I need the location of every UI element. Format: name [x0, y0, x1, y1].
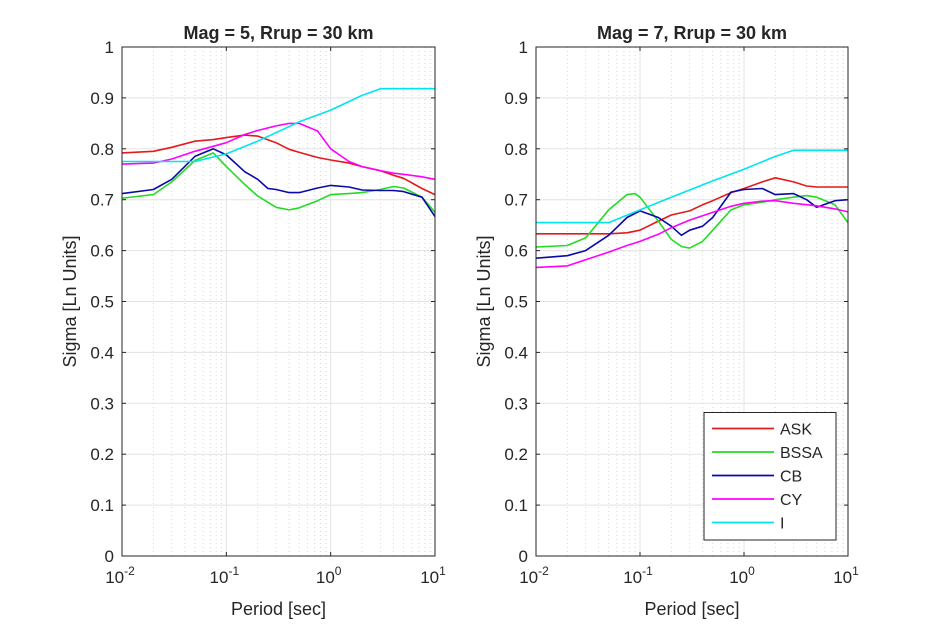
- y-tick-label: 0.5: [504, 293, 528, 312]
- chart-title: Mag = 7, Rrup = 30 km: [597, 23, 787, 43]
- chart-panel-2: 0 0.1 0.2 0.3 0.4 0.5 0.6 0.7 0.8 0.9 1 10-2 10-1 100…: [474, 23, 859, 619]
- y-tick-label: 0.8: [504, 140, 528, 159]
- y-tick-label: 0.8: [90, 140, 114, 159]
- x-axis-label: Period [sec]: [644, 599, 739, 619]
- x-tick-label: 10-1: [210, 564, 240, 587]
- y-tick-label: 0.6: [504, 242, 528, 261]
- y-tick-label: 0.2: [90, 445, 114, 464]
- x-tick-label: 101: [833, 564, 859, 587]
- y-tick-label: 0.7: [90, 191, 114, 210]
- y-tick-label: 0.7: [504, 191, 528, 210]
- series-line-cy: [536, 199, 848, 269]
- y-tick-label: 0.3: [504, 394, 528, 413]
- y-tick-label: 1: [519, 38, 528, 57]
- legend-label-bssa: BSSA: [780, 445, 823, 462]
- y-tick-label: 1: [105, 38, 114, 57]
- legend-label-cy: CY: [780, 492, 803, 509]
- series-line-ask: [122, 134, 435, 196]
- y-tick-label: 0.6: [90, 242, 114, 261]
- series-line-cb: [122, 148, 435, 217]
- y-tick-label: 0.4: [90, 343, 114, 362]
- x-tick-label: 10-2: [519, 564, 549, 587]
- y-tick-label: 0.9: [504, 89, 528, 108]
- y-axis-label: Sigma [Ln Units]: [474, 235, 494, 367]
- series-line-ask: [536, 177, 848, 235]
- legend-label-i: I: [780, 516, 784, 533]
- series-line-bssa: [122, 152, 435, 213]
- chart-title: Mag = 5, Rrup = 30 km: [183, 23, 373, 43]
- y-tick-label: 0: [519, 547, 528, 566]
- y-tick-label: 0.1: [504, 496, 528, 515]
- x-tick-label: 10-2: [105, 564, 135, 587]
- legend: ASK BSSA CB CY I: [703, 412, 837, 541]
- y-tick-label: 0.1: [90, 496, 114, 515]
- y-tick-label: 0.2: [504, 445, 528, 464]
- legend-label-cb: CB: [780, 469, 802, 486]
- series-line-i: [536, 149, 848, 224]
- y-tick-label: 0.5: [90, 293, 114, 312]
- series-line-i: [122, 87, 435, 163]
- x-tick-label: 10-1: [623, 564, 653, 587]
- x-tick-label: 101: [420, 564, 446, 587]
- x-axis-label: Period [sec]: [231, 599, 326, 619]
- x-tick-label: 100: [729, 564, 755, 587]
- y-tick-label: 0: [105, 547, 114, 566]
- chart-panel-1: 0 0.1 0.2 0.3 0.4 0.5 0.6 0.7 0.8 0.9 1 10-2 10-1 100…: [60, 23, 446, 619]
- x-tick-label: 100: [316, 564, 342, 587]
- y-tick-label: 0.4: [504, 343, 528, 362]
- series-line-cb: [536, 187, 848, 259]
- y-tick-label: 0.3: [90, 394, 114, 413]
- y-axis-label: Sigma [Ln Units]: [60, 235, 80, 367]
- legend-label-ask: ASK: [780, 422, 812, 439]
- y-tick-label: 0.9: [90, 89, 114, 108]
